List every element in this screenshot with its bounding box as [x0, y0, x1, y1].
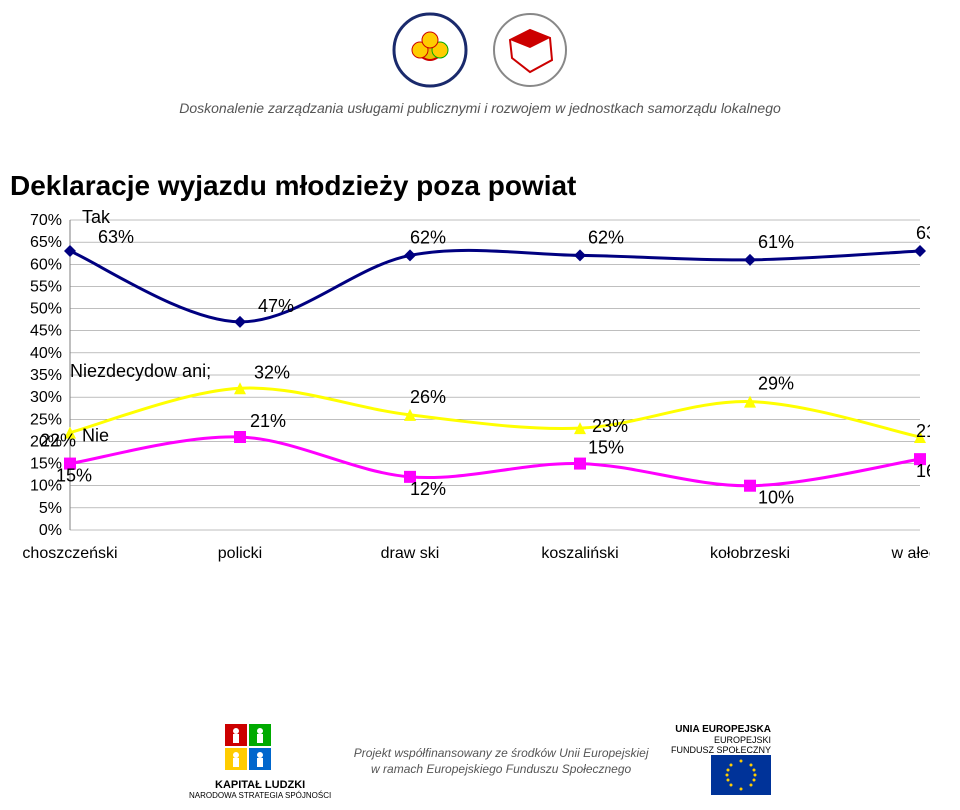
kapital-caption: KAPITAŁ LUDZKI — [189, 779, 331, 791]
samorzad-logo — [490, 10, 570, 95]
kapital-ludzki-logo: KAPITAŁ LUDZKI NARODOWA STRATEGIA SPÓJNO… — [189, 724, 331, 800]
svg-text:choszczeński: choszczeński — [22, 545, 117, 562]
svg-text:61%: 61% — [758, 232, 794, 252]
eu-sub2: FUNDUSZ SPOŁECZNY — [671, 745, 771, 755]
svg-text:5%: 5% — [39, 500, 62, 517]
svg-text:70%: 70% — [30, 212, 62, 229]
footer-banner: KAPITAŁ LUDZKI NARODOWA STRATEGIA SPÓJNO… — [0, 724, 960, 800]
footer-center-text: Projekt współfinansowany ze środków Unii… — [354, 746, 649, 777]
svg-text:30%: 30% — [30, 389, 62, 406]
svg-text:47%: 47% — [258, 296, 294, 316]
svg-text:62%: 62% — [588, 227, 624, 247]
svg-text:63%: 63% — [916, 223, 930, 243]
svg-text:15%: 15% — [56, 466, 92, 486]
page-title: Deklaracje wyjazdu młodzieży poza powiat — [10, 170, 960, 202]
svg-text:40%: 40% — [30, 345, 62, 362]
svg-text:Tak: Tak — [82, 210, 111, 227]
svg-text:draw ski: draw ski — [381, 545, 440, 562]
svg-text:55%: 55% — [30, 278, 62, 295]
svg-text:policki: policki — [218, 545, 262, 562]
svg-text:koszaliński: koszaliński — [541, 545, 618, 562]
svg-text:16%: 16% — [916, 461, 930, 481]
svg-text:29%: 29% — [758, 374, 794, 394]
header-banner: Doskonalenie zarządzania usługami public… — [0, 0, 960, 150]
svg-text:62%: 62% — [410, 227, 446, 247]
svg-text:kołobrzeski: kołobrzeski — [710, 545, 790, 562]
svg-text:w ałecki: w ałecki — [891, 545, 930, 562]
svg-text:21%: 21% — [916, 421, 930, 441]
svg-text:21%: 21% — [250, 411, 286, 431]
svg-text:63%: 63% — [98, 227, 134, 247]
header-subtitle: Doskonalenie zarządzania usługami public… — [0, 100, 960, 116]
svg-text:60%: 60% — [30, 256, 62, 273]
svg-text:10%: 10% — [758, 488, 794, 508]
svg-text:Nie: Nie — [82, 426, 109, 446]
svg-text:0%: 0% — [39, 522, 62, 539]
eu-sub: EUROPEJSKI — [671, 735, 771, 745]
svg-text:32%: 32% — [254, 362, 290, 382]
kapital-sub: NARODOWA STRATEGIA SPÓJNOŚCI — [189, 791, 331, 800]
eu-logo: UNIA EUROPEJSKA EUROPEJSKI FUNDUSZ SPOŁE… — [671, 724, 771, 800]
line-chart: 0%5%10%15%20%25%30%35%40%45%50%55%60%65%… — [10, 210, 930, 570]
svg-text:Niezdecydow ani;: Niezdecydow ani; — [70, 361, 211, 381]
svg-text:12%: 12% — [410, 479, 446, 499]
svg-text:35%: 35% — [30, 367, 62, 384]
logo-row — [0, 10, 960, 95]
svg-text:22%: 22% — [40, 431, 76, 451]
svg-text:65%: 65% — [30, 234, 62, 251]
footer-line2: w ramach Europejskiego Funduszu Społeczn… — [371, 762, 631, 776]
svg-text:45%: 45% — [30, 323, 62, 340]
svg-text:50%: 50% — [30, 301, 62, 318]
footer-line1: Projekt współfinansowany ze środków Unii… — [354, 746, 649, 760]
svg-text:15%: 15% — [588, 438, 624, 458]
svg-text:25%: 25% — [30, 411, 62, 428]
eu-caption: UNIA EUROPEJSKA — [671, 724, 771, 735]
zmp-logo — [390, 10, 470, 95]
svg-text:26%: 26% — [410, 387, 446, 407]
svg-text:23%: 23% — [592, 416, 628, 436]
